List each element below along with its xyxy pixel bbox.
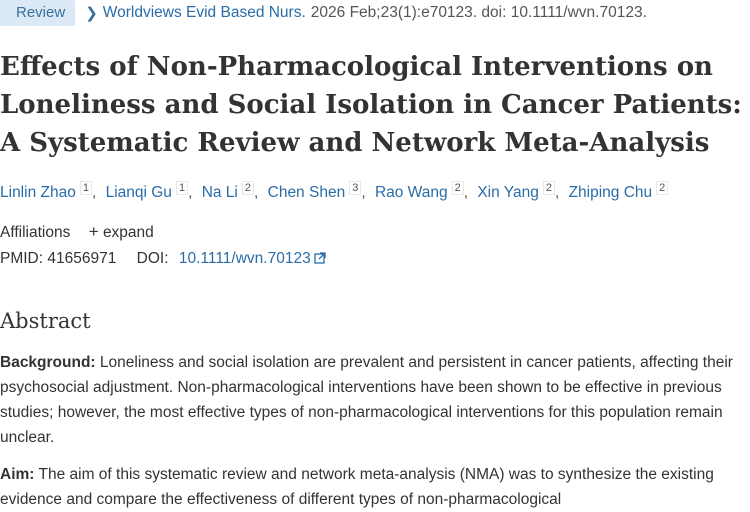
journal-link[interactable]: Worldviews Evid Based Nurs. (102, 4, 306, 21)
identifiers: PMID: 41656971 DOI: 10.1111/wvn.70123 (0, 250, 326, 268)
affiliation-ref[interactable]: 3 (349, 181, 362, 195)
citation-bar: Review ❯ Worldviews Evid Based Nurs. 202… (0, 0, 750, 26)
pmid-label: PMID: (0, 250, 44, 267)
plus-icon: + (88, 222, 99, 241)
abstract-heading: Abstract (0, 309, 91, 333)
author-link[interactable]: Na Li (201, 184, 238, 202)
background-text: Loneliness and social isolation are prev… (0, 354, 733, 446)
affiliations-toggle[interactable]: Affiliations + expand (0, 222, 154, 242)
citation-text: 2026 Feb;23(1):e70123. doi: 10.1111/wvn.… (310, 4, 647, 21)
expand-label[interactable]: expand (102, 224, 154, 241)
article-title: Effects of Non-Pharmacological Intervent… (0, 52, 742, 158)
affiliation-ref[interactable]: 1 (79, 181, 92, 195)
abstract-background: Background: Loneliness and social isolat… (0, 350, 750, 450)
doi-link[interactable]: 10.1111/wvn.70123 (179, 250, 326, 267)
author-link[interactable]: Xin Yang (477, 184, 539, 202)
author-link[interactable]: Chen Shen (267, 184, 346, 202)
author-link[interactable]: Linlin Zhao (0, 184, 76, 202)
chevron-right-icon[interactable]: ❯ (85, 5, 98, 22)
abstract-aim: Aim: The aim of this systematic review a… (0, 462, 750, 512)
author-link[interactable]: Zhiping Chu (568, 184, 653, 202)
doi-label: DOI: (136, 250, 169, 267)
aim-label: Aim: (0, 466, 35, 483)
external-link-icon (314, 252, 326, 264)
author-link[interactable]: Lianqi Gu (105, 184, 172, 202)
aim-text: The aim of this systematic review and ne… (0, 466, 714, 508)
authors-list: Linlin Zhao 1, Lianqi Gu 1, Na Li 2, Chen S… (0, 181, 669, 202)
affiliation-ref[interactable]: 1 (175, 181, 189, 195)
publication-type-badge: Review (0, 0, 76, 26)
doi-value[interactable]: 10.1111/wvn.70123 (178, 250, 311, 267)
affiliation-ref[interactable]: 2 (451, 181, 464, 195)
affiliation-ref[interactable]: 2 (241, 181, 254, 195)
affiliation-ref[interactable]: 2 (542, 181, 555, 195)
author-link[interactable]: Rao Wang (374, 184, 448, 202)
background-label: Background: (0, 354, 96, 371)
affiliations-label: Affiliations (0, 224, 71, 241)
pmid-value: 41656971 (47, 250, 117, 267)
affiliation-ref[interactable]: 2 (656, 181, 669, 195)
